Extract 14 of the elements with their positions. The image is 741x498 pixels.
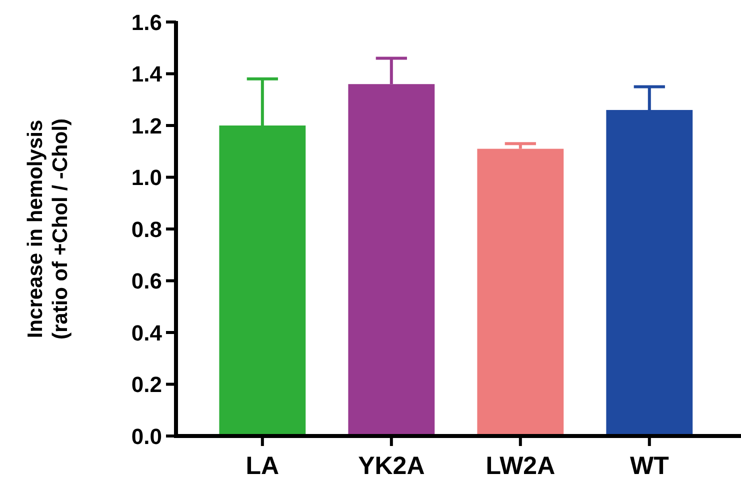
y-tick-label: 0.2 xyxy=(131,372,162,398)
x-tick-label: YK2A xyxy=(358,452,425,480)
y-axis-title: Increase in hemolysis (ratio of +Chol / -Chol) xyxy=(24,118,72,340)
x-tick-label: LA xyxy=(246,452,280,480)
x-tick-label: WT xyxy=(630,452,669,480)
y-tick-label: 0.4 xyxy=(131,320,163,346)
x-tick-label: LW2A xyxy=(486,452,556,480)
y-tick-label: 0.0 xyxy=(131,424,162,449)
y-tick-label: 1.2 xyxy=(131,113,162,138)
y-tick-label: 1.4 xyxy=(131,62,163,87)
y-tick-label: 0.8 xyxy=(131,216,162,242)
y-tick-label: 1.0 xyxy=(131,165,162,190)
y-tick-label: 0.6 xyxy=(131,268,162,294)
y-tick-label: 1.6 xyxy=(131,10,162,35)
